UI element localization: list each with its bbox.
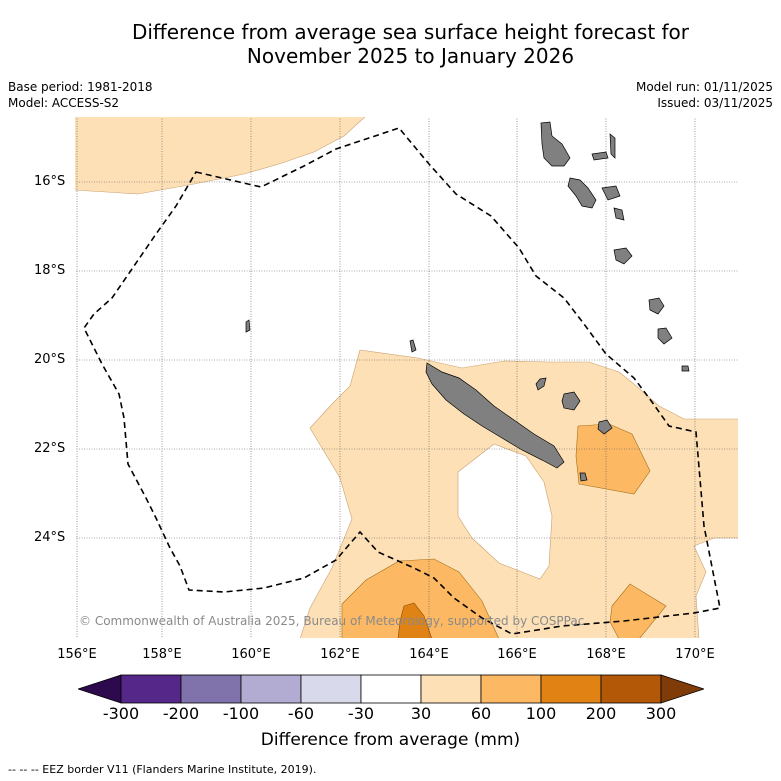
anomaly-30-60-north <box>74 116 367 195</box>
colorbar-segment <box>600 674 662 704</box>
lifou <box>561 391 581 411</box>
colorbar-tick: 30 <box>410 704 432 723</box>
chesterfield-islands <box>245 319 251 333</box>
eez-legend-note: -- -- -- EEZ border V11 (Flanders Marine… <box>8 763 317 776</box>
isle-of-pines <box>579 472 588 482</box>
anomaly-60-100-east <box>575 423 651 495</box>
anomaly-60-100-southeast <box>609 583 667 639</box>
lon-tick-160e: 160°E <box>231 647 271 662</box>
eez-border <box>83 127 721 635</box>
map-panel <box>74 116 739 639</box>
colorbar-segment <box>240 674 302 704</box>
colorbar-segment <box>120 674 182 704</box>
aneityum <box>681 365 690 372</box>
land <box>245 121 690 482</box>
lat-tick-18s: 18°S <box>34 263 66 278</box>
colorbar <box>78 674 704 704</box>
lon-tick-164e: 164°E <box>409 647 449 662</box>
issued-text: Issued: 03/11/2025 <box>657 96 773 110</box>
colorbar-tick: -30 <box>347 704 375 723</box>
tanna <box>657 327 673 345</box>
ambrym-paama <box>601 185 621 201</box>
ambae <box>591 151 609 161</box>
erromango <box>648 297 665 315</box>
lon-tick-156e: 156°E <box>57 647 97 662</box>
lat-tick-16s: 16°S <box>34 174 66 189</box>
belep-islands <box>409 339 417 353</box>
colorbar-segment <box>420 674 482 704</box>
ouvea <box>535 377 547 391</box>
colorbar-tick: 60 <box>470 704 492 723</box>
maewo-pentecost <box>609 133 616 159</box>
colorbar-segment <box>180 674 242 704</box>
lon-tick-170e: 170°E <box>675 647 715 662</box>
colorbar-tick: -60 <box>287 704 315 723</box>
anomaly-60-100-southwest <box>341 558 500 639</box>
map-title: Difference from average sea surface heig… <box>0 20 781 68</box>
colorbar-tick: 200 <box>585 704 617 723</box>
colorbar-label: Difference from average (mm) <box>260 730 521 750</box>
colorbar-tick: 100 <box>525 704 557 723</box>
model-text: Model: ACCESS-S2 <box>8 96 120 110</box>
lon-tick-158e: 158°E <box>142 647 182 662</box>
espiritu-santo <box>540 121 571 167</box>
lat-tick-22s: 22°S <box>34 441 66 456</box>
colorbar-segment <box>300 674 362 704</box>
colorbar-segment <box>480 674 542 704</box>
title-line-2: November 2025 to January 2026 <box>246 44 575 68</box>
colorbar-tick: 300 <box>645 704 677 723</box>
lon-tick-162e: 162°E <box>320 647 360 662</box>
colorbar-tick: -200 <box>162 704 200 723</box>
lon-tick-168e: 168°E <box>586 647 626 662</box>
model-run-text: Model run: 01/11/2025 <box>635 80 773 94</box>
graticule <box>74 116 739 639</box>
map-frame <box>74 116 739 639</box>
anomaly-100-200 <box>397 602 433 639</box>
colorbar-segment <box>360 674 422 704</box>
meta-right: Model run: 01/11/2025 Issued: 03/11/2025 <box>636 79 773 111</box>
lat-tick-24s: 24°S <box>34 530 66 545</box>
colorbar-extend-high <box>660 674 704 704</box>
title-line-1: Difference from average sea surface heig… <box>131 20 690 44</box>
colorbar-extend-low <box>78 674 122 704</box>
mare <box>597 419 613 435</box>
efate <box>613 247 633 265</box>
lon-tick-166e: 166°E <box>497 647 537 662</box>
malakula <box>567 177 597 209</box>
base-period-text: Base period: 1981-2018 <box>8 80 153 94</box>
meta-left: Base period: 1981-2018 Model: ACCESS-S2 <box>8 79 153 111</box>
colorbar-tick: -300 <box>102 704 140 723</box>
lat-tick-20s: 20°S <box>34 352 66 367</box>
epi-shepherds <box>613 207 625 221</box>
new-caledonia-grande-terre <box>425 362 565 469</box>
colorbar-segment <box>540 674 602 704</box>
anomaly-below-30-pocket <box>457 443 553 580</box>
colorbar-tick: -100 <box>222 704 260 723</box>
copyright-credit: © Commonwealth of Australia 2025, Bureau… <box>79 614 585 628</box>
